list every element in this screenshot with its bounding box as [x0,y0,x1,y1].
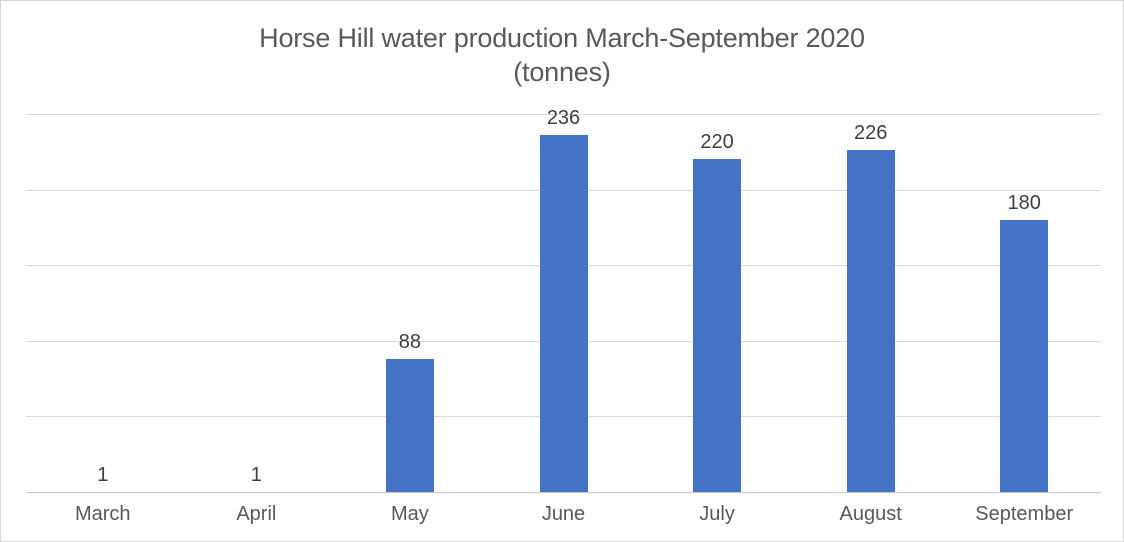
bar-may [385,358,434,492]
gridline-250 [26,114,1101,115]
chart-title: Horse Hill water production March-Septem… [1,21,1123,89]
bar-value-label-april: 1 [250,464,262,486]
x-axis-label-september: September [975,503,1074,525]
x-axis-label-april: April [236,503,277,525]
bar-value-label-may: 88 [398,330,422,353]
bar-august [846,150,895,492]
plot-area: 1 1 88 236 220 226 180 [26,107,1101,493]
bar-value-label-august: 226 [853,122,888,145]
bar-value-label-july: 220 [700,131,734,154]
x-axis-label-may: May [391,503,429,525]
bar-value-label-march: 1 [97,464,109,486]
chart-title-line2: (tonnes) [513,57,611,87]
x-axis-label-july: July [699,503,735,525]
x-axis-label-august: August [839,503,902,525]
x-axis-label-march: March [74,503,131,525]
x-axis-label-june: June [541,503,586,525]
bar-value-label-june: 236 [546,107,581,130]
bar-value-label-september: 180 [1007,191,1041,214]
chart-title-line1: Horse Hill water production March-Septem… [259,23,865,53]
x-axis: March April May June July August September [26,493,1101,533]
bar-july [693,159,742,492]
bar-june [539,135,588,492]
bar-september [1000,219,1049,492]
